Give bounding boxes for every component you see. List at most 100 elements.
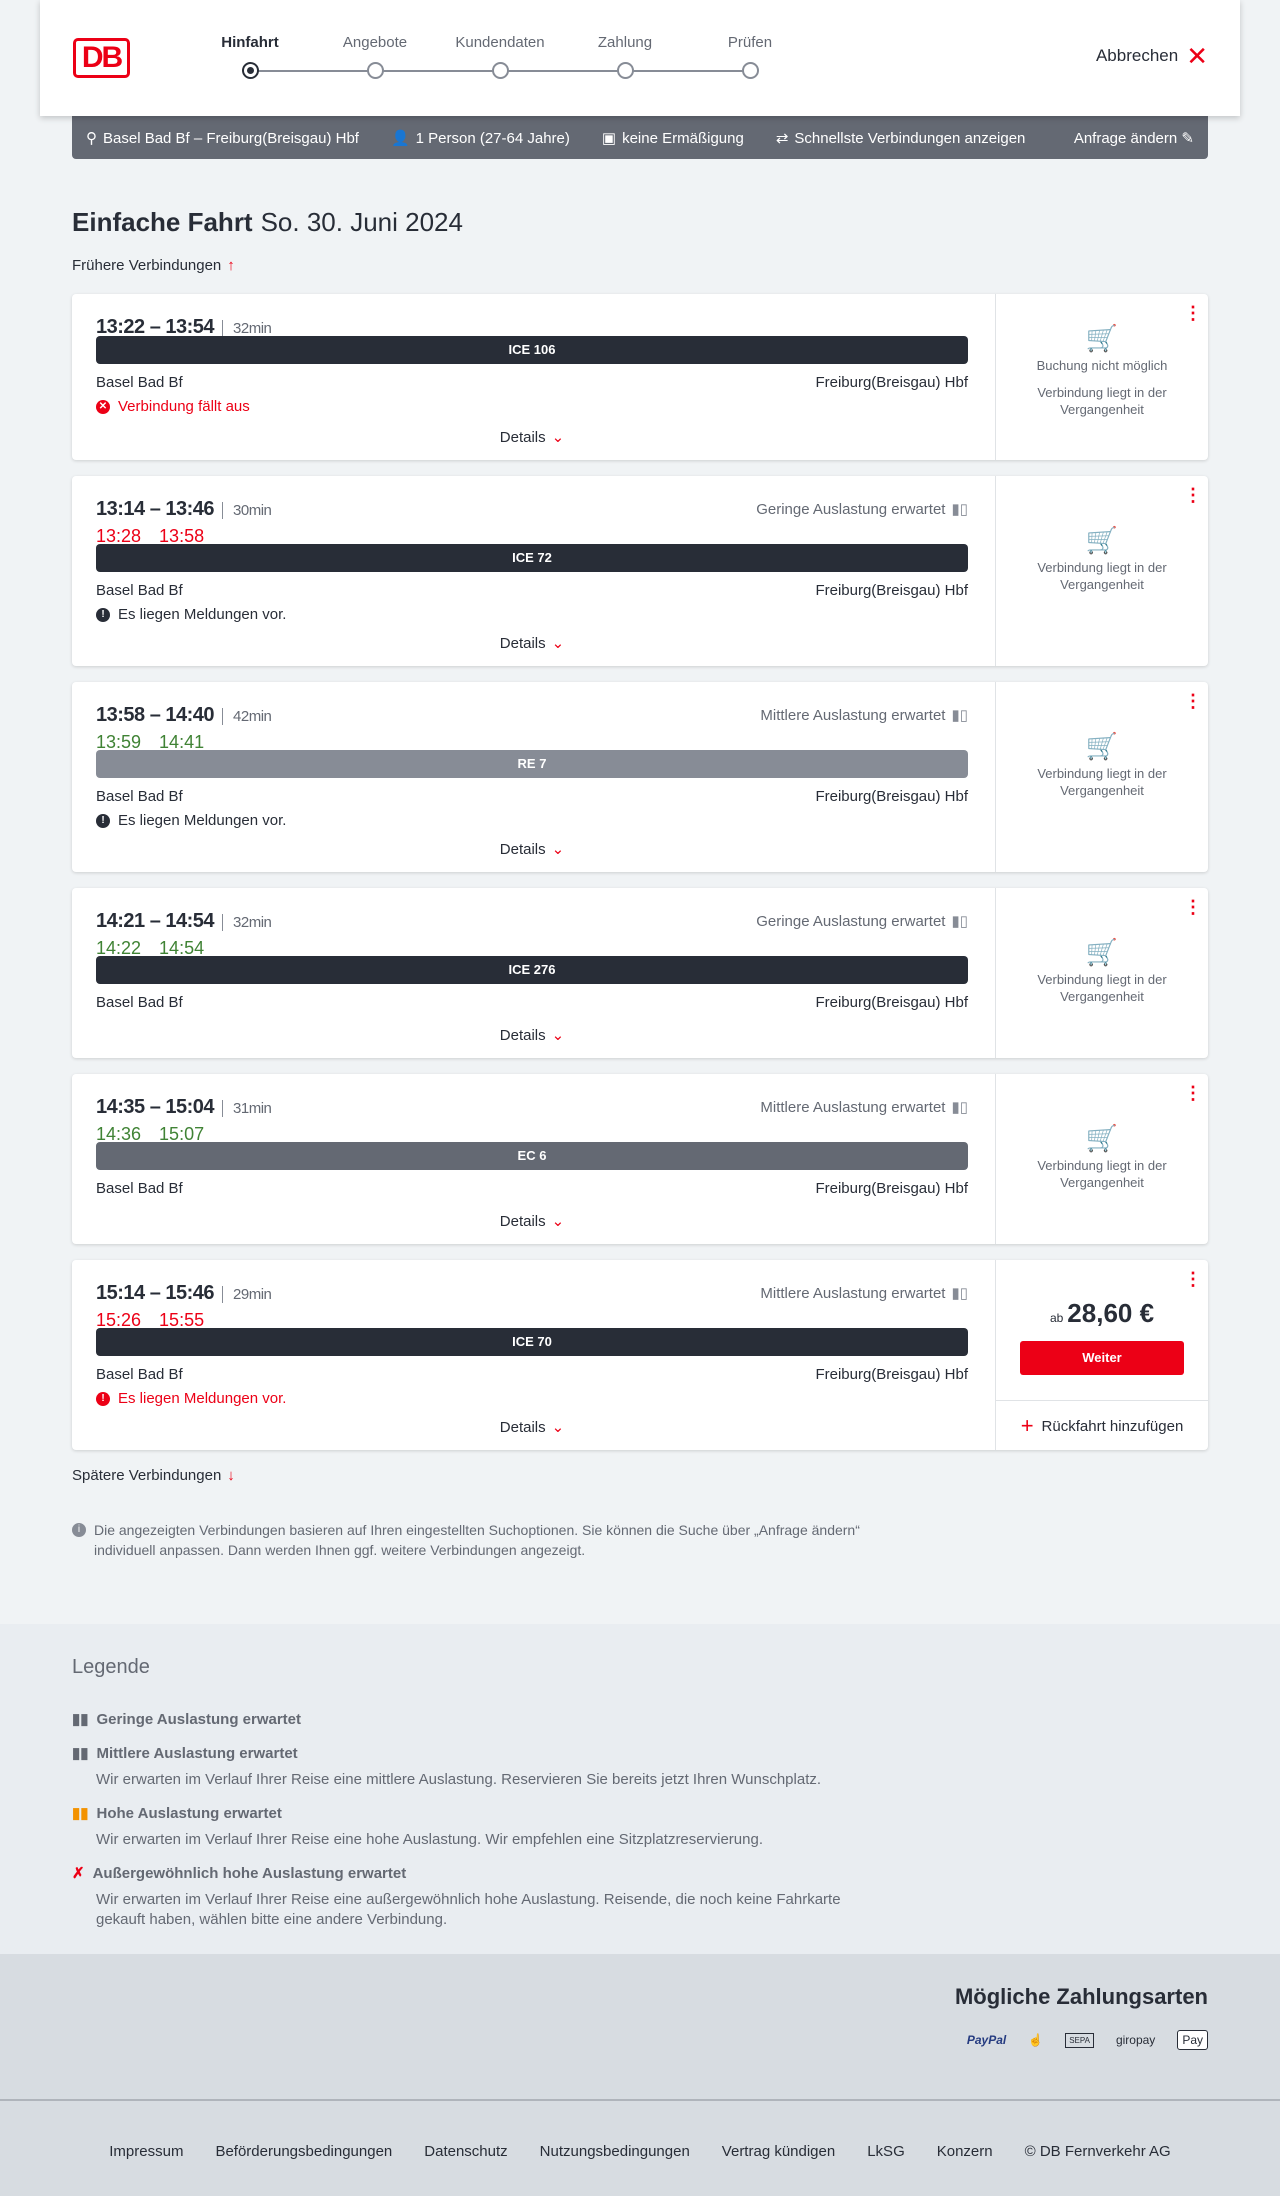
train-bar[interactable]: RE 7 [96,750,968,778]
occupancy-icon: ▮▯ [951,1285,968,1302]
past-connection-label: Verbindung liegt in der Vergangenheit [1037,1158,1167,1190]
footer-link[interactable]: Vertrag kündigen [721,2143,836,2160]
legend-item-title: ▮▮ Geringe Auslastung erwartet [72,1710,301,1728]
step-2[interactable]: Kundendaten [455,34,545,51]
step-dot-icon[interactable] [742,62,759,79]
more-options-icon[interactable]: ⋮ [1184,897,1202,917]
connection-card[interactable]: 13:22 – 13:54 32min ICE 106 Basel Bad Bf Fre… [72,294,1208,460]
occupancy: Mittlere Auslastung erwartet ▮▯ [760,706,968,724]
connection-card[interactable]: 13:14 – 13:46 30min Geringe Auslastung erw… [72,476,1208,666]
occupancy: Mittlere Auslastung erwartet ▮▯ [760,1284,968,1302]
step-4[interactable]: Prüfen [727,34,773,51]
train-bar[interactable]: EC 6 [96,1142,968,1170]
connection-card[interactable]: 15:14 – 15:46 29min Mittlere Auslastung er… [72,1260,1208,1450]
chevron-down-icon: ⌄ [551,1419,565,1436]
occupancy: Mittlere Auslastung erwartet ▮▯ [760,1098,968,1116]
chevron-down-icon: ⌄ [551,429,565,446]
details-label: Details [499,429,546,446]
details-toggle[interactable]: Details ⌄ [96,634,968,652]
details-toggle[interactable]: Details ⌄ [96,1026,968,1044]
legend-item-text: Wir erwarten im Verlauf Ihrer Reise eine… [96,1891,841,1928]
contactless-card-icon: ☝ [1028,2033,1044,2047]
realtime-arrival: 14:41 [159,732,205,752]
footer-link[interactable]: LkSG [867,2143,905,2160]
footer-link[interactable]: Beförderungsbedingungen [215,2143,393,2160]
more-options-icon[interactable]: ⋮ [1184,303,1202,323]
message-text: Es liegen Meldungen vor. [118,812,287,829]
step-0[interactable]: Hinfahrt [221,34,279,51]
past-connection-label: Verbindung liegt in der Vergangenheit [1037,972,1167,1004]
info-note: i Die angezeigten Verbindungen basieren a… [72,1520,872,1560]
duration: 30min [222,502,272,519]
price-value: 28,60 € [1067,1298,1155,1328]
more-options-icon[interactable]: ⋮ [1184,485,1202,505]
fastest-option: Schnellste Verbindungen anzeigen [794,129,1026,147]
step-1[interactable]: Angebote [342,34,408,51]
train-bar[interactable]: ICE 276 [96,956,968,984]
chevron-down-icon: ⌄ [551,841,565,858]
db-logo[interactable]: DB [73,38,130,78]
occupancy: Geringe Auslastung erwartet ▮▯ [756,500,968,518]
message-text: Es liegen Meldungen vor. [118,606,287,623]
realtime-arrival: 14:54 [159,938,205,958]
realtime-times: 15:26 15:55 [96,1310,222,1331]
step-dot-icon[interactable] [492,62,509,79]
more-options-icon[interactable]: ⋮ [1184,1269,1202,1289]
step-dot-icon[interactable] [242,62,259,79]
edit-request-button[interactable]: Anfrage ändern ✎ [1074,129,1194,147]
plus-icon: + [1020,1413,1034,1438]
step-dot-icon[interactable] [367,62,384,79]
footer-link[interactable]: Datenschutz [424,2143,508,2160]
later-label: Spätere Verbindungen [72,1467,222,1484]
footer-link[interactable]: Impressum [109,2143,184,2160]
no-booking-label: Buchung nicht möglich [1036,358,1168,373]
departure-station: Basel Bad Bf [96,374,183,391]
step-3[interactable]: Zahlung [597,34,653,51]
status-message: ! Es liegen Meldungen vor. [96,1390,286,1407]
continue-button[interactable]: Weiter [1020,1341,1184,1375]
train-bar[interactable]: ICE 106 [96,336,968,364]
more-options-icon[interactable]: ⋮ [1184,691,1202,711]
realtime-departure: 15:26 [96,1310,142,1330]
train-bar[interactable]: ICE 70 [96,1328,968,1356]
more-options-icon[interactable]: ⋮ [1184,1083,1202,1103]
legend-title-text: Außergewöhnlich hohe Auslastung erwartet [92,1865,407,1882]
person-icon: 👤 [390,129,410,147]
legend-title-text: Geringe Auslastung erwartet [96,1711,302,1728]
arrival-station: Freiburg(Breisgau) Hbf [815,582,968,599]
details-toggle[interactable]: Details ⌄ [96,840,968,858]
info-icon: i [72,1523,86,1537]
train-bar[interactable]: ICE 72 [96,544,968,572]
connection-info: 14:21 – 14:54 32min Geringe Auslastung erw… [96,888,968,1058]
realtime-times: 13:28 13:58 [96,526,222,547]
add-return-button[interactable]: + Rückfahrt hinzufügen [996,1400,1208,1450]
details-toggle[interactable]: Details ⌄ [96,1418,968,1436]
occupancy-label: Geringe Auslastung erwartet [756,501,946,518]
connection-card[interactable]: 13:58 – 14:40 42min Mittlere Auslastung er… [72,682,1208,872]
connection-info: 13:22 – 13:54 32min ICE 106 Basel Bad Bf Fre… [96,294,968,460]
swap-icon: ⇄ [775,129,789,147]
legend-title: Legende [72,1656,150,1678]
legend-item-title: ▮▮ Mittlere Auslastung erwartet [72,1744,856,1762]
legend-item: ▮▮ Hohe Auslastung erwartet Wir erwarten i… [72,1804,856,1850]
price-prefix: ab [1049,1311,1064,1325]
legend-item: ▮▮ Geringe Auslastung erwartet [72,1710,301,1728]
connection-card[interactable]: 14:35 – 15:04 31min Mittlere Auslastung er… [72,1074,1208,1244]
realtime-arrival: 15:07 [159,1124,205,1144]
persons: 1 Person (27-64 Jahre) [415,129,570,147]
step-dot-icon[interactable] [617,62,634,79]
details-toggle[interactable]: Details ⌄ [96,1212,968,1230]
footer-link[interactable]: Konzern [936,2143,993,2160]
connection-card[interactable]: 14:21 – 14:54 32min Geringe Auslastung erw… [72,888,1208,1058]
details-toggle[interactable]: Details ⌄ [96,428,968,446]
booking-panel: ⋮ 🛒 Verbindung liegt in der Vergangenheit [995,476,1208,666]
footer-link[interactable]: Nutzungsbedingungen [539,2143,690,2160]
later-connections-link[interactable]: Spätere Verbindungen ↓ [72,1467,235,1484]
duration: 32min [222,914,272,931]
cart-unavailable-icon: 🛒 [1085,323,1119,353]
cancel-button[interactable]: Abbrechen ✕ [1096,43,1208,69]
departure-station: Basel Bad Bf [96,788,183,805]
earlier-connections-link[interactable]: Frühere Verbindungen ↑ [72,257,235,274]
legend-item-text: Wir erwarten im Verlauf Ihrer Reise eine… [96,1771,822,1788]
booking-panel: ⋮ 🛒 Verbindung liegt in der Vergangenheit [995,682,1208,872]
